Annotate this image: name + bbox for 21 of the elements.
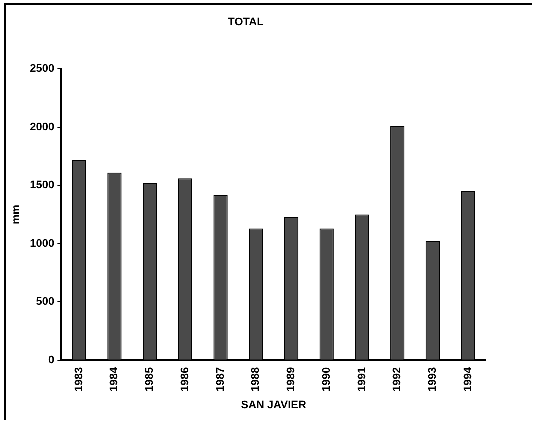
y-axis-title: mm <box>10 204 23 225</box>
y-tick-label: 2000 <box>30 121 55 134</box>
x-tick-label: 1993 <box>426 367 439 392</box>
x-tick-label: 1994 <box>462 366 474 392</box>
x-tick-label: 1986 <box>179 367 192 392</box>
y-tick-label: 0 <box>48 354 55 366</box>
x-axis-title: SAN JAVIER <box>241 399 306 412</box>
x-tick-label: 1984 <box>108 366 121 392</box>
y-tick-label: 1000 <box>30 238 55 250</box>
x-tick-label: 1989 <box>286 367 298 392</box>
x-tick-label: 1992 <box>392 367 404 392</box>
x-tick-label: 1985 <box>144 367 156 392</box>
chart-title: TOTAL <box>228 16 264 29</box>
x-tick-label: 1988 <box>250 367 262 392</box>
y-tick-label: 2500 <box>30 63 55 76</box>
y-tick-label: 500 <box>36 296 55 308</box>
x-tick-label: 1990 <box>320 367 333 392</box>
x-tick-label: 1991 <box>356 367 368 392</box>
x-tick-label: 1983 <box>73 367 86 392</box>
x-tick-label: 1987 <box>214 367 227 392</box>
y-tick-label: 1500 <box>30 180 55 192</box>
